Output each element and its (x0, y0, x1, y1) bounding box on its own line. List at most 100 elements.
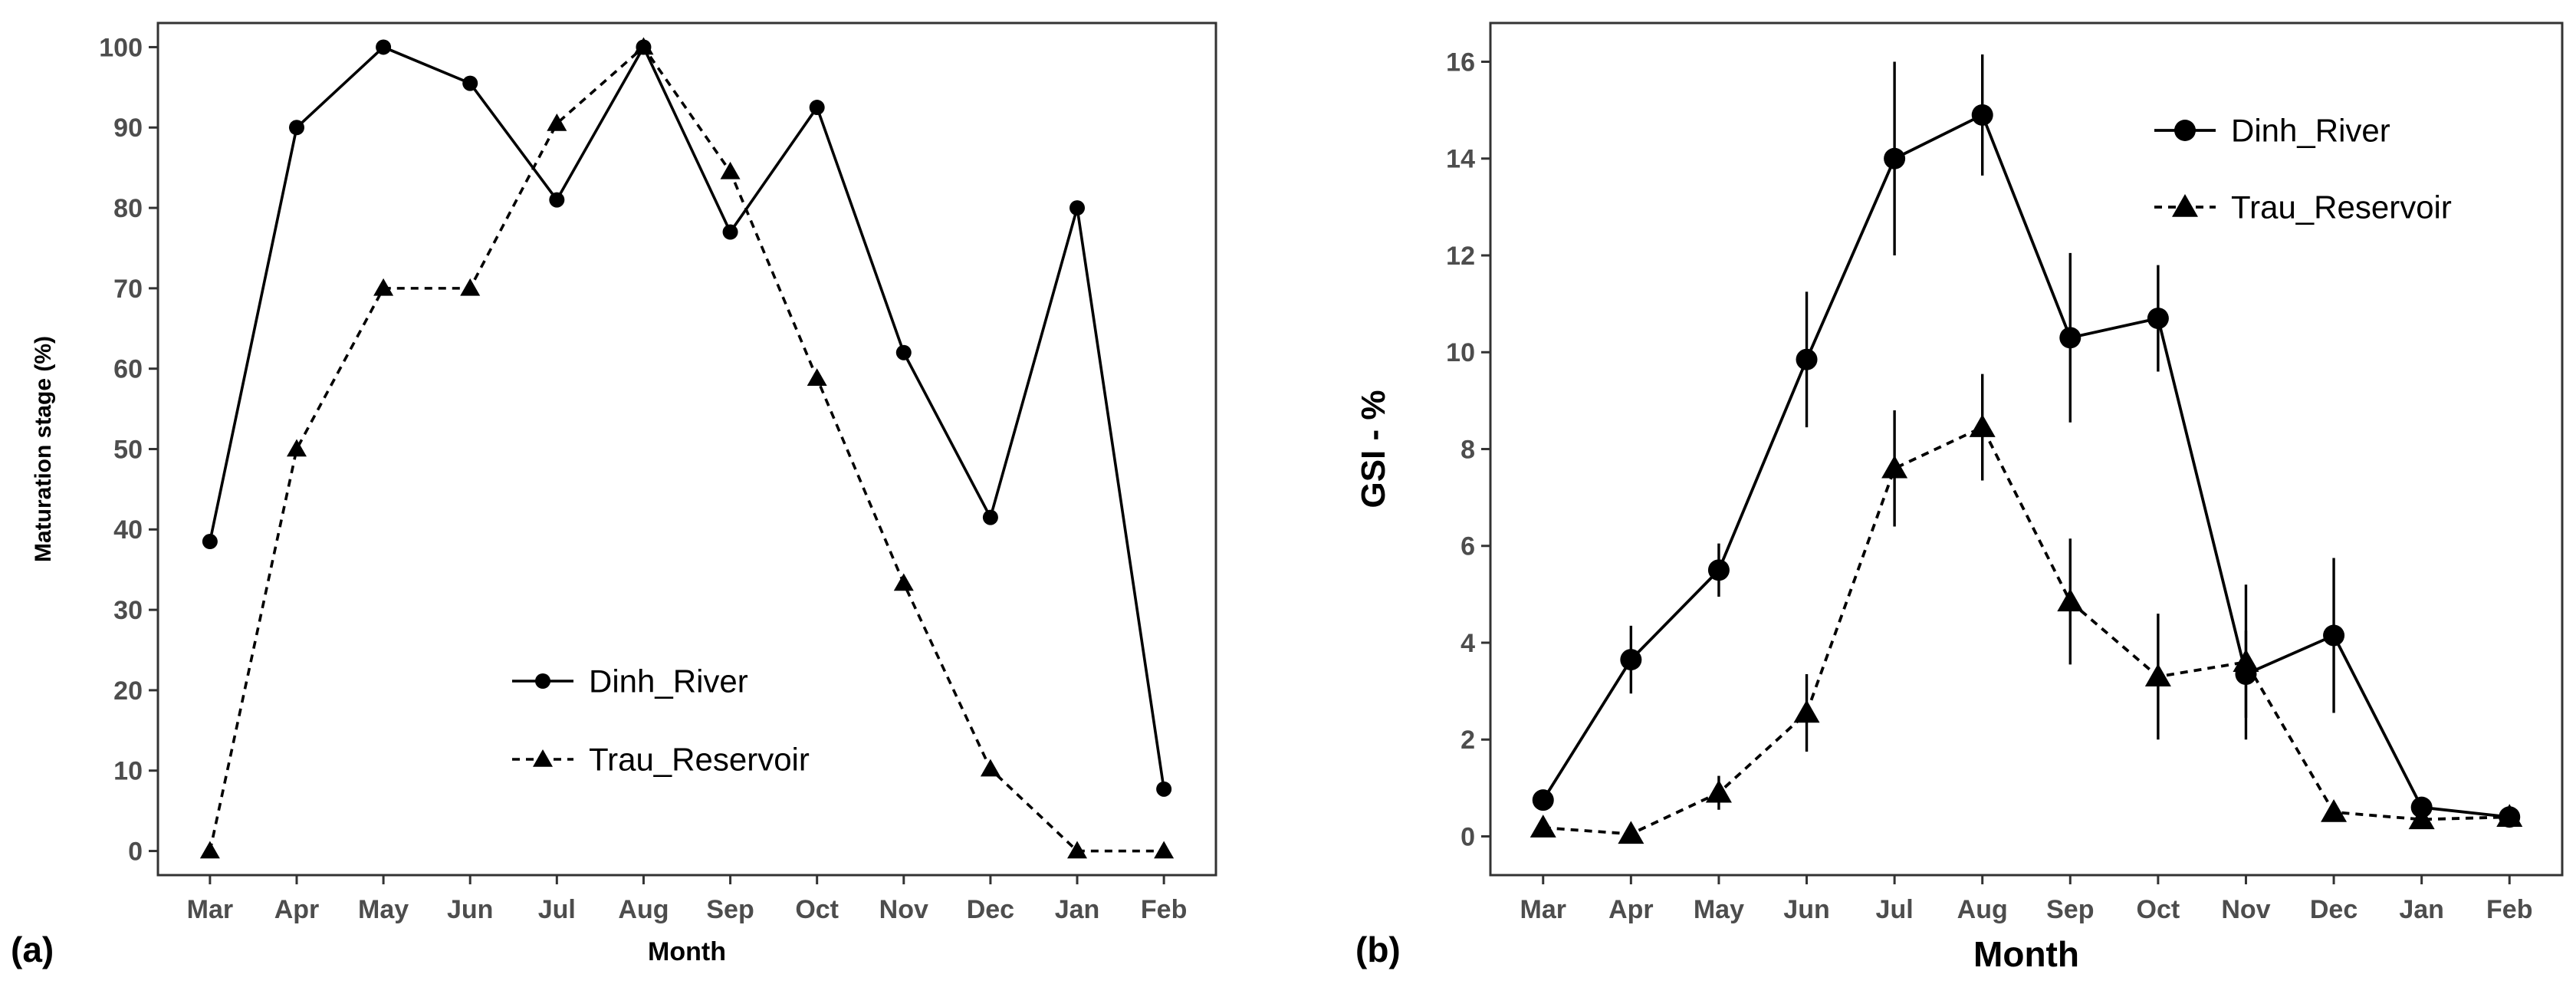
data-point (1884, 147, 1906, 170)
data-point (1156, 781, 1172, 797)
data-point (722, 224, 738, 240)
data-point (2408, 806, 2435, 830)
data-point (373, 278, 394, 296)
data-point (633, 37, 654, 55)
legend-marker (2172, 194, 2198, 217)
x-tick-label: May (358, 895, 409, 924)
data-point (549, 192, 565, 208)
data-point (1067, 841, 1088, 859)
x-tick-label: Dec (2310, 895, 2358, 924)
data-point (1070, 200, 1086, 216)
x-axis-title: Month (1973, 934, 2079, 974)
y-tick-label: 90 (113, 114, 143, 143)
data-point (982, 509, 998, 525)
data-point (2321, 798, 2348, 822)
data-point (1154, 841, 1175, 859)
x-tick-label: Mar (187, 895, 233, 924)
series-dinh-river (1532, 54, 2521, 828)
x-tick-label: Feb (2486, 895, 2532, 924)
data-point (809, 100, 825, 116)
x-tick-label: Jan (2399, 895, 2444, 924)
data-point (2147, 308, 2169, 330)
y-axis-title: Maturation stage (%) (31, 336, 56, 562)
data-point (1881, 455, 1908, 479)
y-tick-label: 8 (1460, 435, 1475, 464)
x-tick-label: Mar (1520, 895, 1566, 924)
x-tick-label: Aug (1957, 895, 2008, 924)
y-tick-label: 70 (113, 275, 143, 304)
data-point (1971, 104, 1993, 126)
data-point (1530, 815, 1556, 838)
x-tick-label: Apr (1608, 895, 1654, 924)
data-point (288, 120, 304, 136)
data-point (462, 75, 478, 91)
series-trau-reservoir (199, 37, 1175, 859)
data-point (199, 841, 220, 859)
data-point (1620, 649, 1642, 671)
data-point (893, 573, 914, 591)
x-tick-label: Sep (2046, 895, 2094, 924)
y-tick-label: 0 (1460, 822, 1475, 851)
data-point (547, 114, 567, 131)
legend-marker (533, 749, 553, 767)
data-point (286, 439, 307, 457)
x-tick-label: Apr (274, 895, 320, 924)
legend-marker (2174, 120, 2196, 141)
data-point (807, 368, 827, 387)
y-tick-label: 4 (1460, 629, 1475, 658)
data-point (1618, 821, 1644, 844)
data-point (1969, 414, 1996, 437)
data-point (980, 759, 1001, 777)
data-point (202, 534, 218, 550)
y-axis-title: GSI - % (1355, 390, 1392, 508)
data-point (2059, 327, 2082, 349)
legend: Dinh_River Trau_Reservoir (512, 663, 810, 778)
y-tick-label: 80 (113, 194, 143, 223)
y-tick-label: 20 (113, 676, 143, 706)
y-tick-label: 50 (113, 435, 143, 464)
legend-label: Dinh_River (589, 663, 748, 699)
y-tick-label: 2 (1460, 726, 1475, 755)
legend-label: Trau_Reservoir (2231, 189, 2452, 225)
panel-label-b: (b) (1355, 930, 1401, 969)
data-point (376, 39, 392, 55)
data-point (1705, 779, 1732, 803)
x-axis-title: Month (648, 937, 726, 966)
x-tick-label: May (1694, 895, 1744, 924)
y-tick-label: 16 (1446, 48, 1475, 77)
legend-label: Dinh_River (2231, 113, 2390, 149)
panel-a: 0 10 20 30 40 50 60 70 80 90 100 Mar Apr May Jun Jul Aug… (31, 21, 1217, 966)
data-point (2057, 588, 2084, 612)
series-line (209, 44, 1165, 790)
y-tick-label: 10 (113, 757, 143, 786)
y-tick-label: 12 (1446, 242, 1475, 271)
x-tick-label: Sep (706, 895, 754, 924)
x-tick-label: Jun (1783, 895, 1829, 924)
x-tick-label: Nov (879, 895, 928, 924)
data-point (2323, 624, 2345, 647)
series-trau-reservoir (1530, 374, 2523, 844)
data-point (1532, 789, 1554, 811)
plot-border (1489, 21, 2564, 877)
data-point (460, 278, 481, 296)
y-tick-label: 30 (113, 596, 143, 625)
x-tick-label: Aug (618, 895, 669, 924)
series-dinh-river (202, 39, 1172, 797)
series-line (209, 44, 1165, 853)
series-line (1542, 113, 2510, 819)
y-tick-label: 60 (113, 355, 143, 384)
data-point (895, 344, 912, 360)
data-point (2496, 804, 2523, 827)
data-point (1796, 348, 1818, 370)
data-point (2233, 649, 2259, 672)
data-point (1793, 699, 1820, 723)
data-point (720, 161, 741, 179)
y-tick-label: 0 (128, 837, 143, 866)
data-point (1707, 559, 1730, 581)
legend-label: Trau_Reservoir (589, 742, 810, 778)
series-line (1543, 425, 2510, 836)
x-tick-label: Feb (1141, 895, 1187, 924)
x-tick-label: Jul (538, 895, 576, 924)
legend-marker (535, 673, 550, 689)
